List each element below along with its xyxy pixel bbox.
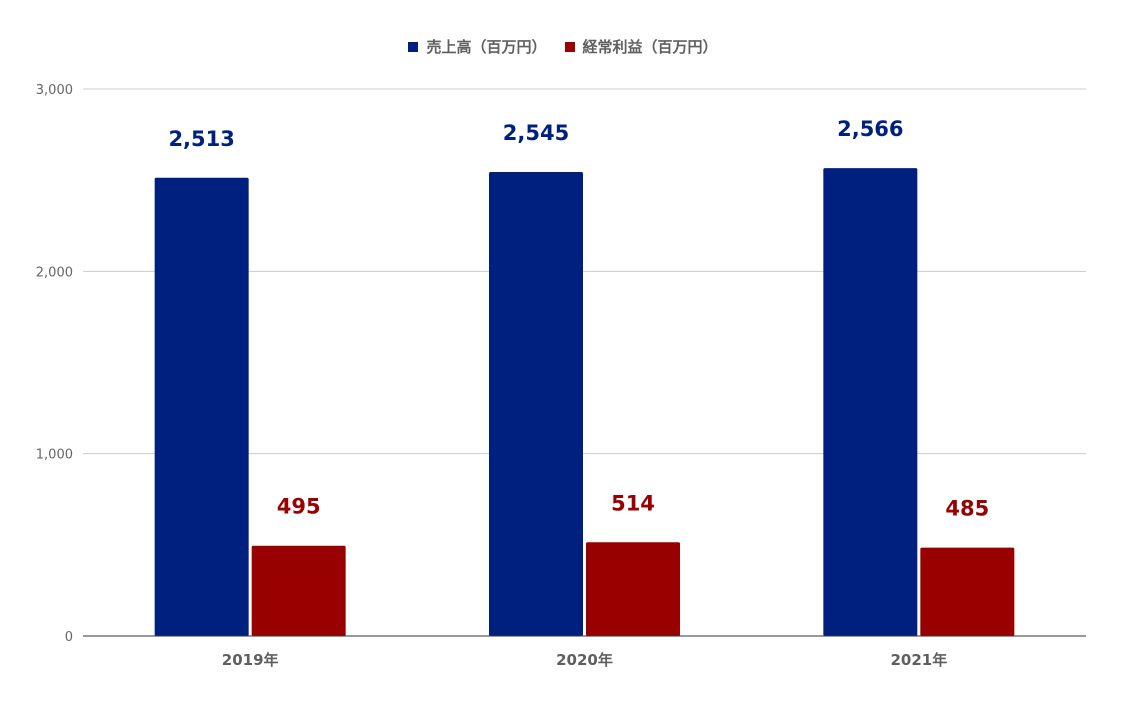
data-label: 485 [945, 497, 989, 521]
data-label: 2,566 [837, 117, 903, 141]
bar [920, 547, 1015, 636]
legend-swatch-ordinary-profit [564, 41, 575, 52]
y-tick-label: 1,000 [36, 448, 73, 463]
legend-item-ordinary-profit: 経常利益（百万円） [564, 36, 718, 57]
legend-item-sales: 売上高（百万円） [408, 36, 547, 57]
bar [489, 171, 583, 636]
y-tick-label: 2,000 [36, 265, 73, 280]
legend-label-sales: 売上高（百万円） [426, 38, 547, 56]
bar [823, 168, 918, 636]
x-category-label: 2020年 [556, 651, 613, 669]
legend-label-ordinary-profit: 経常利益（百万円） [582, 38, 718, 56]
data-label: 514 [611, 491, 655, 515]
data-label: 2,545 [503, 121, 569, 145]
bar [251, 545, 346, 636]
bar [586, 542, 680, 636]
data-label: 495 [277, 495, 321, 519]
data-label: 2,513 [168, 127, 234, 151]
legend-swatch-sales [408, 41, 419, 52]
chart-legend: 売上高（百万円） 経常利益（百万円） [0, 36, 1122, 57]
x-category-label: 2021年 [890, 651, 947, 669]
y-tick-label: 3,000 [36, 83, 73, 98]
x-category-label: 2019年 [222, 651, 279, 669]
bar [154, 177, 249, 636]
y-tick-label: 0 [65, 630, 73, 645]
